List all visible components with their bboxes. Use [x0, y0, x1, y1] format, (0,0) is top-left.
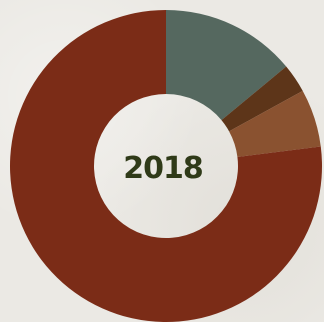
donut-slice-3 [229, 90, 321, 157]
donut-slice-4 [10, 10, 323, 322]
center-year-label: 2018 [123, 151, 203, 186]
donut-slice-2 [221, 66, 303, 132]
donut-slice-1 [166, 10, 287, 121]
donut-slices [10, 10, 323, 322]
